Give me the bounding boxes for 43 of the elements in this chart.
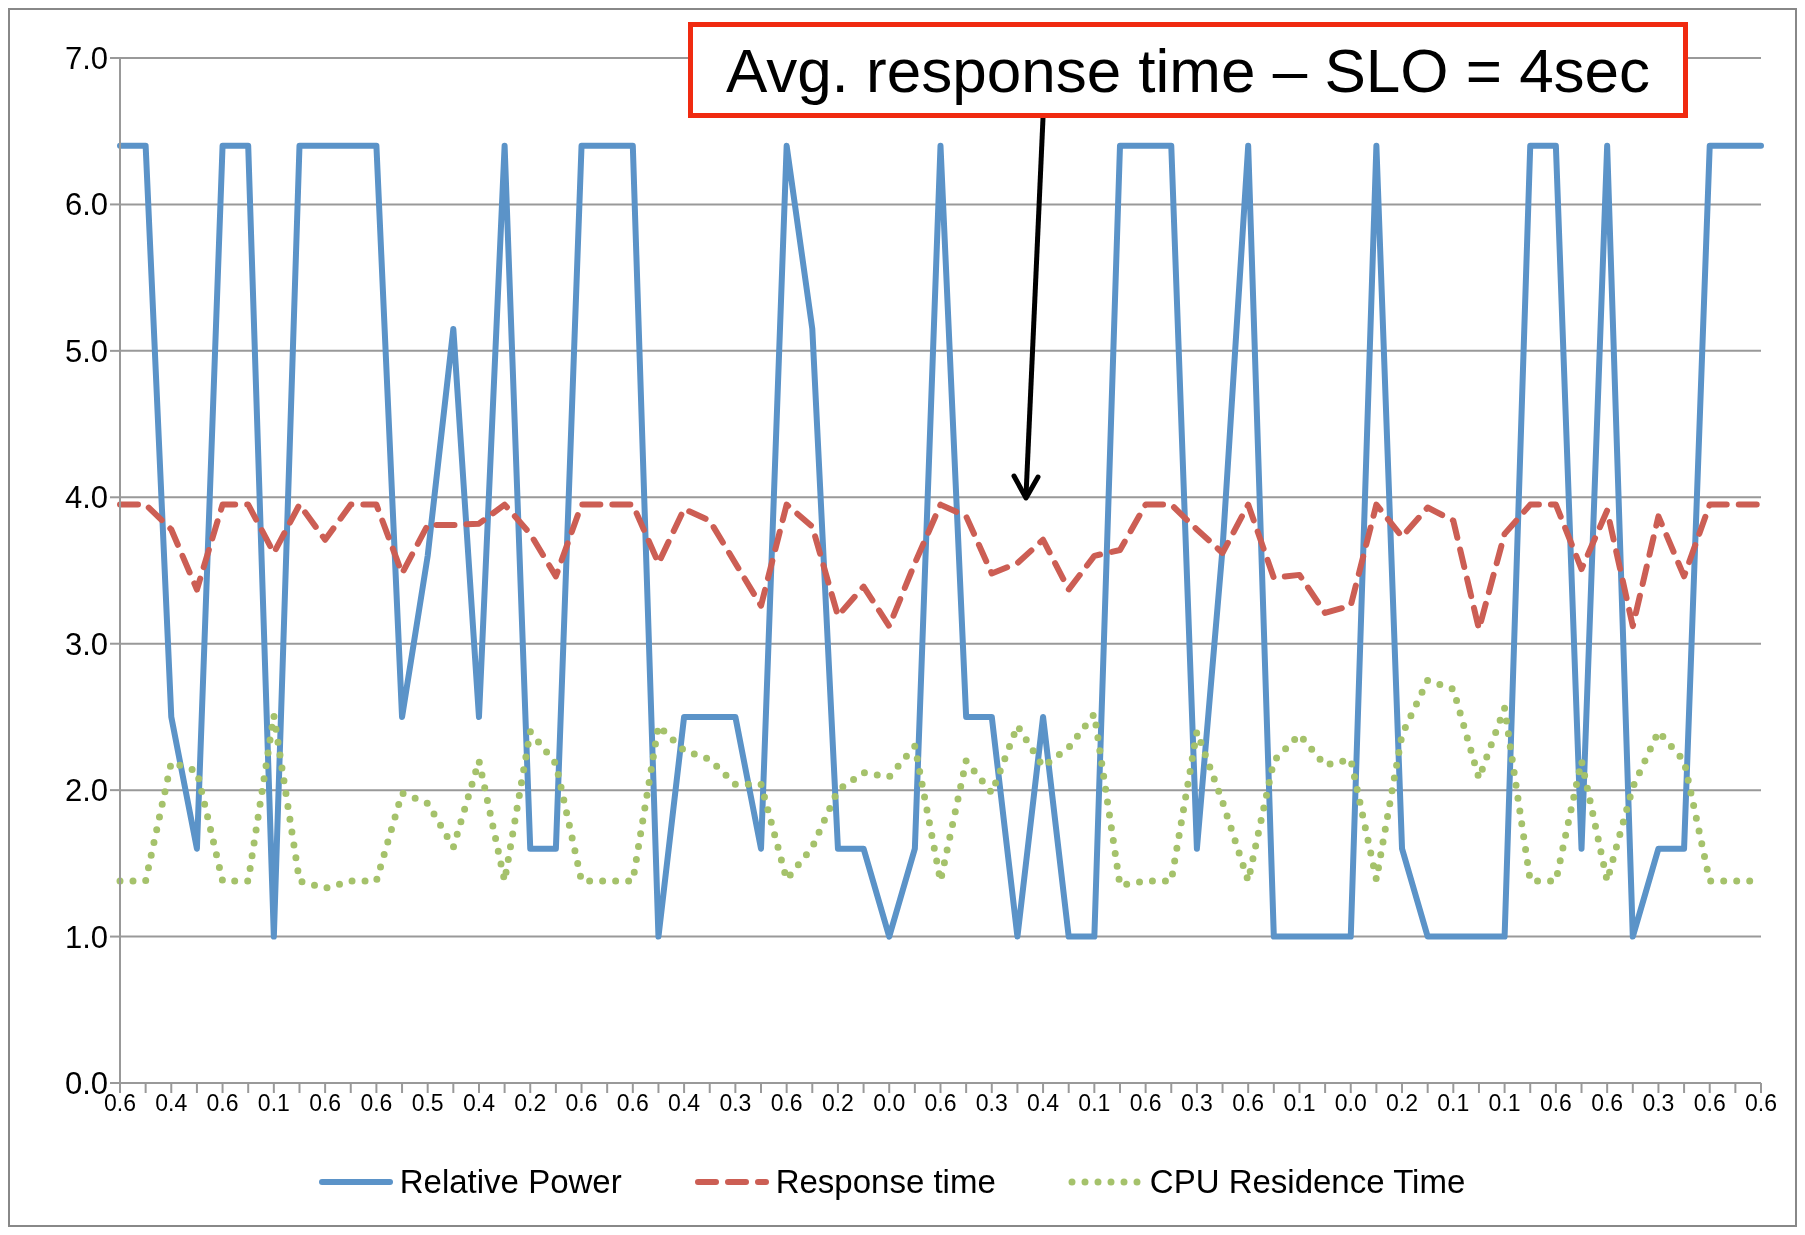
- y-tick-label: 4.0: [64, 480, 108, 516]
- x-tick-label: 0.1: [1283, 1090, 1316, 1117]
- x-tick-label: 0.6: [206, 1090, 239, 1117]
- legend-label: Response time: [775, 1163, 996, 1201]
- legend-label: CPU Residence Time: [1149, 1163, 1466, 1201]
- x-tick-label: 0.3: [719, 1090, 752, 1117]
- x-tick-label: 0.2: [514, 1090, 547, 1117]
- x-tick-label: 0.1: [1078, 1090, 1111, 1117]
- x-tick-label: 0.1: [1488, 1090, 1521, 1117]
- x-tick-label: 0.6: [1129, 1090, 1162, 1117]
- x-tick-label: 0.6: [616, 1090, 649, 1117]
- x-tick-label: 0.6: [924, 1090, 957, 1117]
- x-tick-label: 0.6: [360, 1090, 393, 1117]
- x-tick-label: 0.0: [1334, 1090, 1367, 1117]
- x-tick-label: 0.4: [668, 1090, 701, 1117]
- x-tick-label: 0.3: [1642, 1090, 1675, 1117]
- y-tick-label: 5.0: [64, 333, 108, 369]
- x-tick-label: 0.3: [975, 1090, 1008, 1117]
- x-tick-label: 0.4: [462, 1090, 496, 1117]
- x-tick-label: 0.6: [1591, 1090, 1624, 1117]
- y-tick-label: 1.0: [64, 919, 108, 955]
- annotation: Avg. response time – SLO = 4sec: [688, 22, 1688, 118]
- y-tick-label: 6.0: [64, 187, 108, 223]
- y-tick-label: 2.0: [64, 773, 108, 809]
- x-tick-label: 0.1: [257, 1090, 290, 1117]
- legend-label: Relative Power: [399, 1163, 622, 1201]
- x-tick-label: 0.6: [1693, 1090, 1726, 1117]
- x-tick-label: 0.6: [1539, 1090, 1572, 1117]
- x-tick-label: 0.4: [1027, 1090, 1060, 1117]
- x-tick-label: 0.5: [411, 1090, 444, 1117]
- x-tick-label: 0.6: [309, 1090, 342, 1117]
- x-tick-label: 0.2: [821, 1090, 854, 1117]
- y-tick-label: 7.0: [64, 41, 108, 77]
- y-tick-label: 3.0: [64, 626, 108, 662]
- x-tick-label: 0.4: [155, 1090, 188, 1117]
- x-tick-label: 0.6: [770, 1090, 803, 1117]
- x-tick-label: 0.6: [1745, 1090, 1777, 1117]
- x-tick-label: 0.2: [1386, 1090, 1419, 1117]
- x-tick-label: 0.0: [873, 1090, 906, 1117]
- x-tick-label: 0.1: [1437, 1090, 1470, 1117]
- x-tick-label: 0.3: [1180, 1090, 1213, 1117]
- x-tick-label: 0.6: [565, 1090, 598, 1117]
- x-tick-label: 0.6: [1232, 1090, 1265, 1117]
